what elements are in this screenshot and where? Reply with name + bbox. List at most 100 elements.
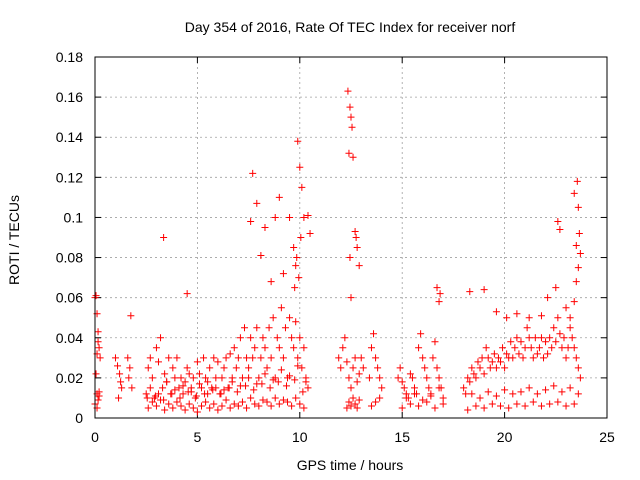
- data-point: [574, 390, 582, 398]
- data-point: [197, 384, 205, 392]
- data-point: [304, 384, 312, 392]
- data-point: [513, 310, 521, 318]
- data-point: [419, 396, 427, 404]
- data-point: [286, 314, 294, 322]
- data-point: [296, 400, 304, 408]
- data-point: [114, 362, 122, 370]
- data-point: [148, 398, 156, 406]
- data-point: [267, 278, 275, 286]
- data-point: [415, 402, 423, 410]
- data-point: [408, 374, 416, 382]
- data-point: [566, 324, 574, 332]
- data-point: [351, 354, 359, 362]
- data-point: [195, 380, 203, 388]
- data-point: [165, 400, 173, 408]
- data-point: [298, 364, 306, 372]
- data-point: [255, 402, 263, 410]
- data-point: [247, 217, 255, 225]
- data-point: [349, 153, 357, 161]
- data-point: [501, 364, 509, 372]
- data-point: [146, 354, 154, 362]
- data-point: [564, 344, 572, 352]
- data-point: [284, 398, 292, 406]
- data-point: [396, 364, 404, 372]
- data-point: [574, 264, 582, 272]
- data-point: [484, 354, 492, 362]
- data-point: [492, 364, 500, 372]
- data-point: [503, 314, 511, 322]
- data-point: [275, 344, 283, 352]
- data-point: [269, 314, 277, 322]
- data-point: [127, 312, 135, 320]
- data-point: [222, 354, 230, 362]
- data-point: [349, 364, 357, 372]
- data-point: [574, 203, 582, 211]
- data-point: [253, 324, 261, 332]
- data-point: [515, 350, 523, 358]
- plot-frame: [94, 56, 608, 419]
- data-point: [435, 298, 443, 306]
- data-point: [574, 364, 582, 372]
- data-point: [146, 384, 154, 392]
- data-point: [349, 394, 357, 402]
- data-point: [517, 388, 525, 396]
- data-point: [410, 390, 418, 398]
- data-point: [118, 384, 126, 392]
- x-tick-label: 10: [292, 429, 308, 445]
- data-point: [291, 284, 299, 292]
- data-point: [152, 344, 160, 352]
- data-point: [273, 334, 281, 342]
- y-tick-label: 0.04: [56, 330, 83, 346]
- data-point: [154, 358, 162, 366]
- data-point: [501, 386, 509, 394]
- data-point: [296, 334, 304, 342]
- data-point: [277, 366, 285, 374]
- data-point: [265, 324, 273, 332]
- data-point: [394, 374, 402, 382]
- data-point: [292, 394, 300, 402]
- data-point: [464, 406, 472, 414]
- data-point: [509, 390, 517, 398]
- y-tick-label: 0.18: [56, 49, 83, 65]
- data-point: [497, 402, 505, 410]
- data-point: [96, 354, 104, 362]
- data-point: [297, 234, 305, 241]
- data-point: [568, 334, 576, 342]
- data-point: [160, 234, 168, 241]
- data-point: [277, 304, 285, 312]
- data-point: [572, 278, 580, 286]
- data-point: [554, 314, 562, 322]
- data-point: [398, 378, 406, 386]
- data-point: [288, 402, 296, 410]
- data-point: [345, 398, 353, 406]
- data-point: [374, 364, 382, 372]
- data-point: [492, 308, 500, 316]
- data-point: [230, 400, 238, 408]
- data-point: [249, 169, 257, 177]
- data-point: [554, 398, 562, 406]
- data-point: [212, 374, 220, 382]
- data-point: [299, 388, 307, 396]
- data-point: [171, 386, 179, 394]
- data-point: [417, 330, 425, 338]
- data-point: [300, 344, 308, 352]
- data-point: [497, 358, 505, 366]
- data-point: [359, 364, 367, 372]
- data-point: [421, 364, 429, 372]
- data-point: [263, 398, 271, 406]
- data-point: [562, 402, 570, 410]
- data-point: [279, 354, 287, 362]
- data-point: [222, 396, 230, 404]
- data-point: [184, 388, 192, 396]
- y-tick-label: 0: [75, 410, 83, 426]
- data-point: [425, 384, 433, 392]
- data-point: [111, 354, 119, 362]
- data-point: [292, 262, 300, 270]
- data-point: [274, 378, 282, 386]
- data-point: [370, 330, 378, 338]
- data-point: [372, 354, 380, 362]
- x-tick-label: 25: [599, 429, 615, 445]
- data-point: [296, 163, 304, 171]
- data-point: [94, 328, 102, 336]
- data-point: [293, 254, 301, 262]
